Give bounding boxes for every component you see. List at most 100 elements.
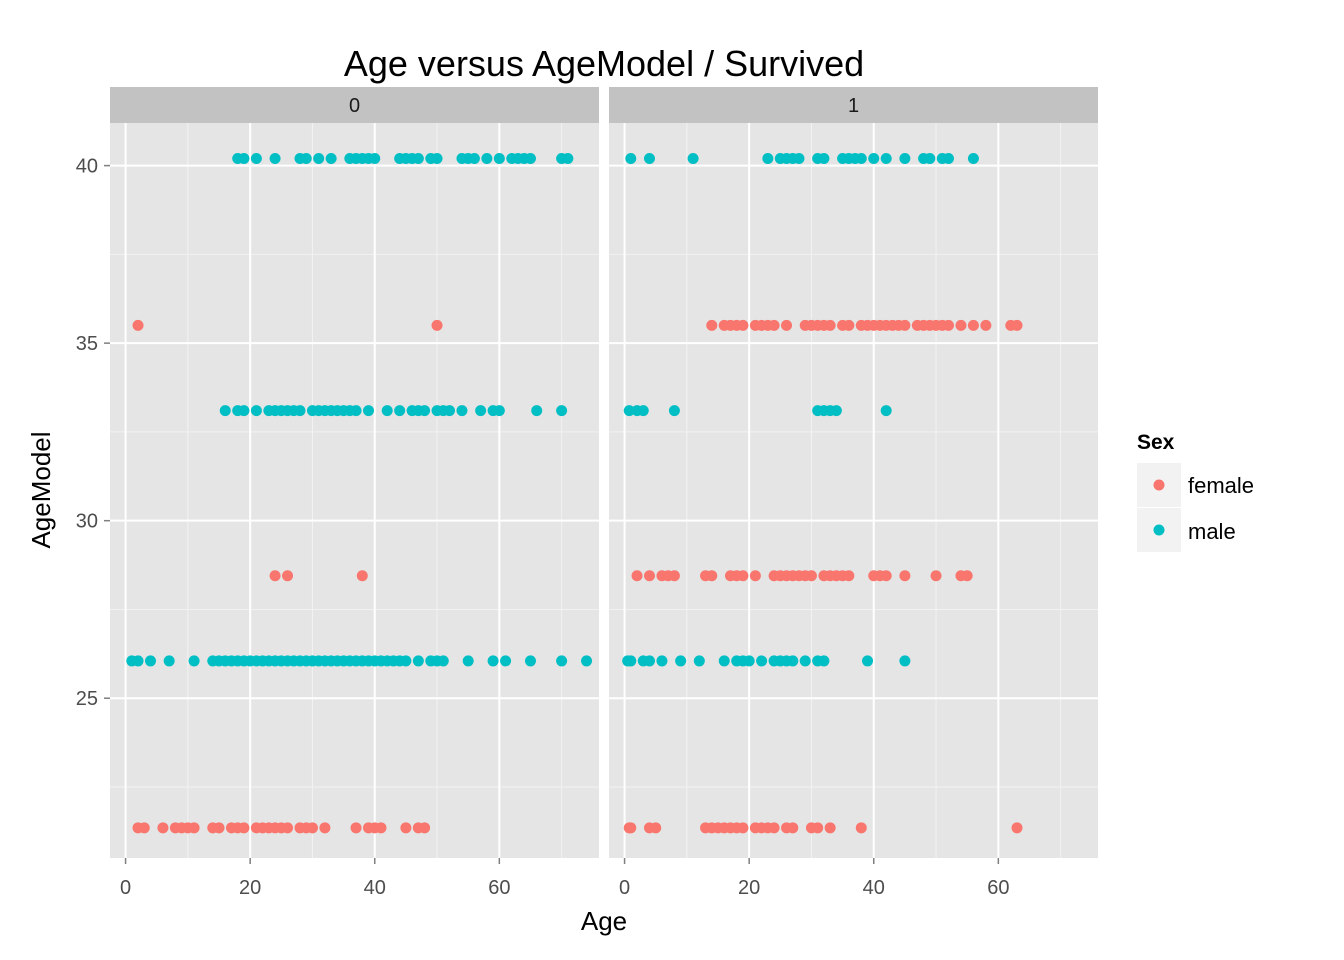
data-point-male: [188, 655, 200, 667]
data-point-male: [868, 153, 880, 165]
data-point-female: [781, 319, 793, 331]
data-point-male: [431, 153, 443, 165]
data-point-female: [942, 319, 954, 331]
data-point-female: [375, 822, 387, 834]
data-point-male: [830, 405, 842, 417]
y-tick-label: 30: [76, 511, 98, 533]
data-point-male: [481, 153, 493, 165]
data-point-male: [942, 153, 954, 165]
legend-dot-female: [1153, 479, 1165, 491]
data-point-male: [250, 405, 262, 417]
data-point-male: [163, 655, 175, 667]
panel-0: 0 0 20 40 60 25 30 35 40: [76, 87, 599, 899]
data-point-male: [818, 153, 830, 165]
data-point-male: [493, 405, 505, 417]
legend-dot-male: [1153, 524, 1165, 536]
data-point-female: [306, 822, 318, 834]
data-point-female: [282, 570, 294, 582]
data-point-male: [443, 405, 455, 417]
data-point-female: [899, 570, 911, 582]
data-point-male: [556, 655, 568, 667]
data-point-male: [394, 405, 406, 417]
data-point-female: [812, 822, 824, 834]
data-point-male: [899, 655, 911, 667]
data-point-female: [1011, 822, 1023, 834]
data-point-male: [531, 405, 543, 417]
data-point-male: [855, 153, 867, 165]
data-point-female: [980, 319, 992, 331]
data-point-female: [737, 570, 749, 582]
facet-strip-0: [110, 87, 599, 123]
y-tick-label: 40: [76, 156, 98, 178]
data-point-male: [493, 153, 505, 165]
y-axis-title: AgeModel: [26, 431, 56, 548]
data-point-female: [824, 319, 836, 331]
data-point-male: [623, 405, 635, 417]
data-point-female: [749, 570, 761, 582]
data-point-male: [756, 655, 768, 667]
data-point-female: [238, 822, 250, 834]
data-point-female: [880, 570, 892, 582]
data-point-male: [238, 405, 250, 417]
data-point-female: [737, 319, 749, 331]
y-tick-label: 35: [76, 333, 98, 355]
data-point-male: [412, 655, 424, 667]
data-point-male: [637, 405, 649, 417]
data-point-male: [462, 655, 474, 667]
data-point-male: [524, 153, 536, 165]
x-tick-label: 60: [488, 877, 510, 899]
data-point-male: [219, 405, 231, 417]
data-point-female: [961, 570, 973, 582]
data-point-female: [843, 570, 855, 582]
data-point-male: [967, 153, 979, 165]
data-point-male: [419, 405, 431, 417]
data-point-female: [625, 822, 637, 834]
data-point-female: [138, 822, 150, 834]
data-point-male: [412, 153, 424, 165]
data-point-female: [737, 822, 749, 834]
data-point-female: [400, 822, 412, 834]
chart-title: Age versus AgeModel / Survived: [344, 43, 864, 84]
data-point-female: [319, 822, 331, 834]
data-point-male: [144, 655, 156, 667]
data-point-male: [643, 655, 655, 667]
data-point-male: [862, 655, 874, 667]
data-point-male: [880, 405, 892, 417]
legend-title: Sex: [1137, 431, 1175, 454]
legend-label-female: female: [1188, 473, 1254, 498]
series-male-panel-1: [622, 153, 979, 667]
data-point-female: [282, 822, 294, 834]
series-female-panel-0: [132, 319, 443, 834]
data-point-male: [556, 405, 568, 417]
data-point-male: [468, 153, 480, 165]
series-female-panel-1: [623, 319, 1023, 834]
x-tick-label: 60: [987, 877, 1009, 899]
data-point-female: [706, 570, 718, 582]
data-point-female: [668, 570, 680, 582]
panel-1: 1 0 20 40 60: [609, 87, 1098, 899]
data-point-female: [356, 570, 368, 582]
y-tick-label: 25: [76, 688, 98, 710]
data-point-male: [625, 153, 637, 165]
data-point-female: [643, 570, 655, 582]
data-point-female: [350, 822, 362, 834]
data-point-female: [631, 570, 643, 582]
data-point-female: [768, 319, 780, 331]
data-point-male: [924, 153, 936, 165]
data-point-male: [656, 655, 668, 667]
data-point-female: [768, 822, 780, 834]
legend-label-male: male: [1188, 519, 1236, 544]
data-point-female: [843, 319, 855, 331]
data-point-male: [562, 153, 574, 165]
x-tick-label: 0: [120, 877, 131, 899]
data-point-female: [855, 822, 867, 834]
data-point-male: [363, 405, 375, 417]
data-point-female: [213, 822, 225, 834]
data-point-female: [650, 822, 662, 834]
data-point-female: [967, 319, 979, 331]
data-point-male: [899, 153, 911, 165]
data-point-male: [400, 655, 412, 667]
data-point-male: [762, 153, 774, 165]
data-point-male: [818, 655, 830, 667]
